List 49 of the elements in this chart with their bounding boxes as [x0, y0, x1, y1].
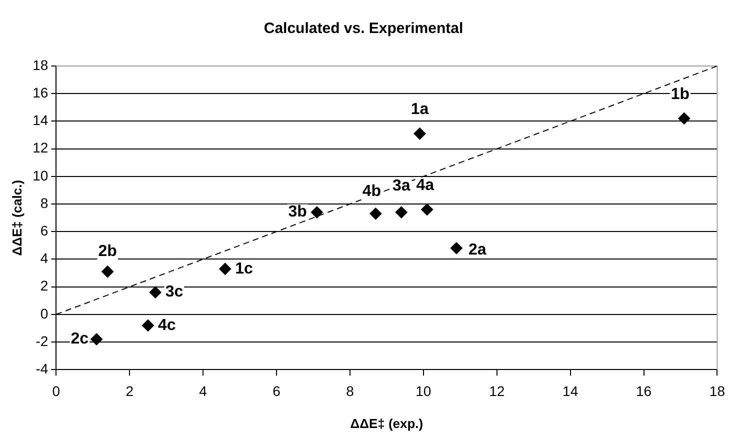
point [102, 266, 114, 278]
x-tick-label: 16 [636, 382, 652, 399]
y-tick-label: 4 [40, 250, 48, 266]
point [678, 112, 690, 124]
y-tick-label: 16 [32, 84, 48, 100]
point [450, 242, 462, 254]
y-tick-label: -4 [36, 360, 48, 376]
point [90, 333, 103, 346]
y-tick-label: 2 [40, 278, 48, 294]
y-tick-label: 0 [40, 305, 48, 322]
annotation: 1c [235, 260, 254, 278]
y-tick-label: -2 [36, 332, 48, 349]
y-tick-label: 8 [40, 194, 48, 211]
point [142, 319, 154, 332]
x-tick-label: 6 [272, 382, 281, 399]
point [414, 128, 426, 140]
x-tick-label: 14 [562, 382, 578, 399]
y-axis-title: ΔΔE‡ (calc.) [9, 180, 24, 256]
x-tick-label: 0 [52, 382, 60, 399]
annotation: 4c [158, 316, 176, 334]
annotation: 3c [165, 284, 184, 301]
y-tick-label: 18 [32, 56, 48, 73]
point [395, 206, 408, 218]
annotation: 4b [362, 183, 382, 200]
point [421, 204, 434, 216]
annotation: 2c [70, 330, 89, 348]
y-tick-label: 14 [32, 112, 48, 128]
x-tick-label: 2 [126, 382, 134, 399]
annotation: 3b [288, 204, 308, 221]
y-tick-label: 6 [40, 222, 48, 238]
chart-title: Calculated vs. Experimental [264, 20, 464, 38]
x-tick-label: 4 [199, 382, 208, 399]
y-tick-label: 12 [32, 140, 48, 156]
y-tick-label: 10 [32, 167, 48, 184]
annotation: 1a [410, 101, 429, 118]
point [370, 208, 382, 220]
x-tick-label: 12 [489, 382, 505, 399]
annotation: 4a [416, 176, 434, 194]
x-axis-title: ΔΔE‡ (exp.) [350, 416, 424, 431]
annotation: 1b [670, 86, 690, 103]
x-tick-label: 10 [416, 382, 432, 399]
point [219, 262, 232, 275]
x-tick-label: 8 [346, 382, 354, 399]
annotation: 2a [468, 242, 486, 259]
x-tick-label: 18 [709, 382, 726, 399]
point [310, 206, 323, 218]
point [149, 286, 162, 298]
annotation: 3a [392, 178, 410, 195]
annotation: 2b [98, 243, 118, 260]
